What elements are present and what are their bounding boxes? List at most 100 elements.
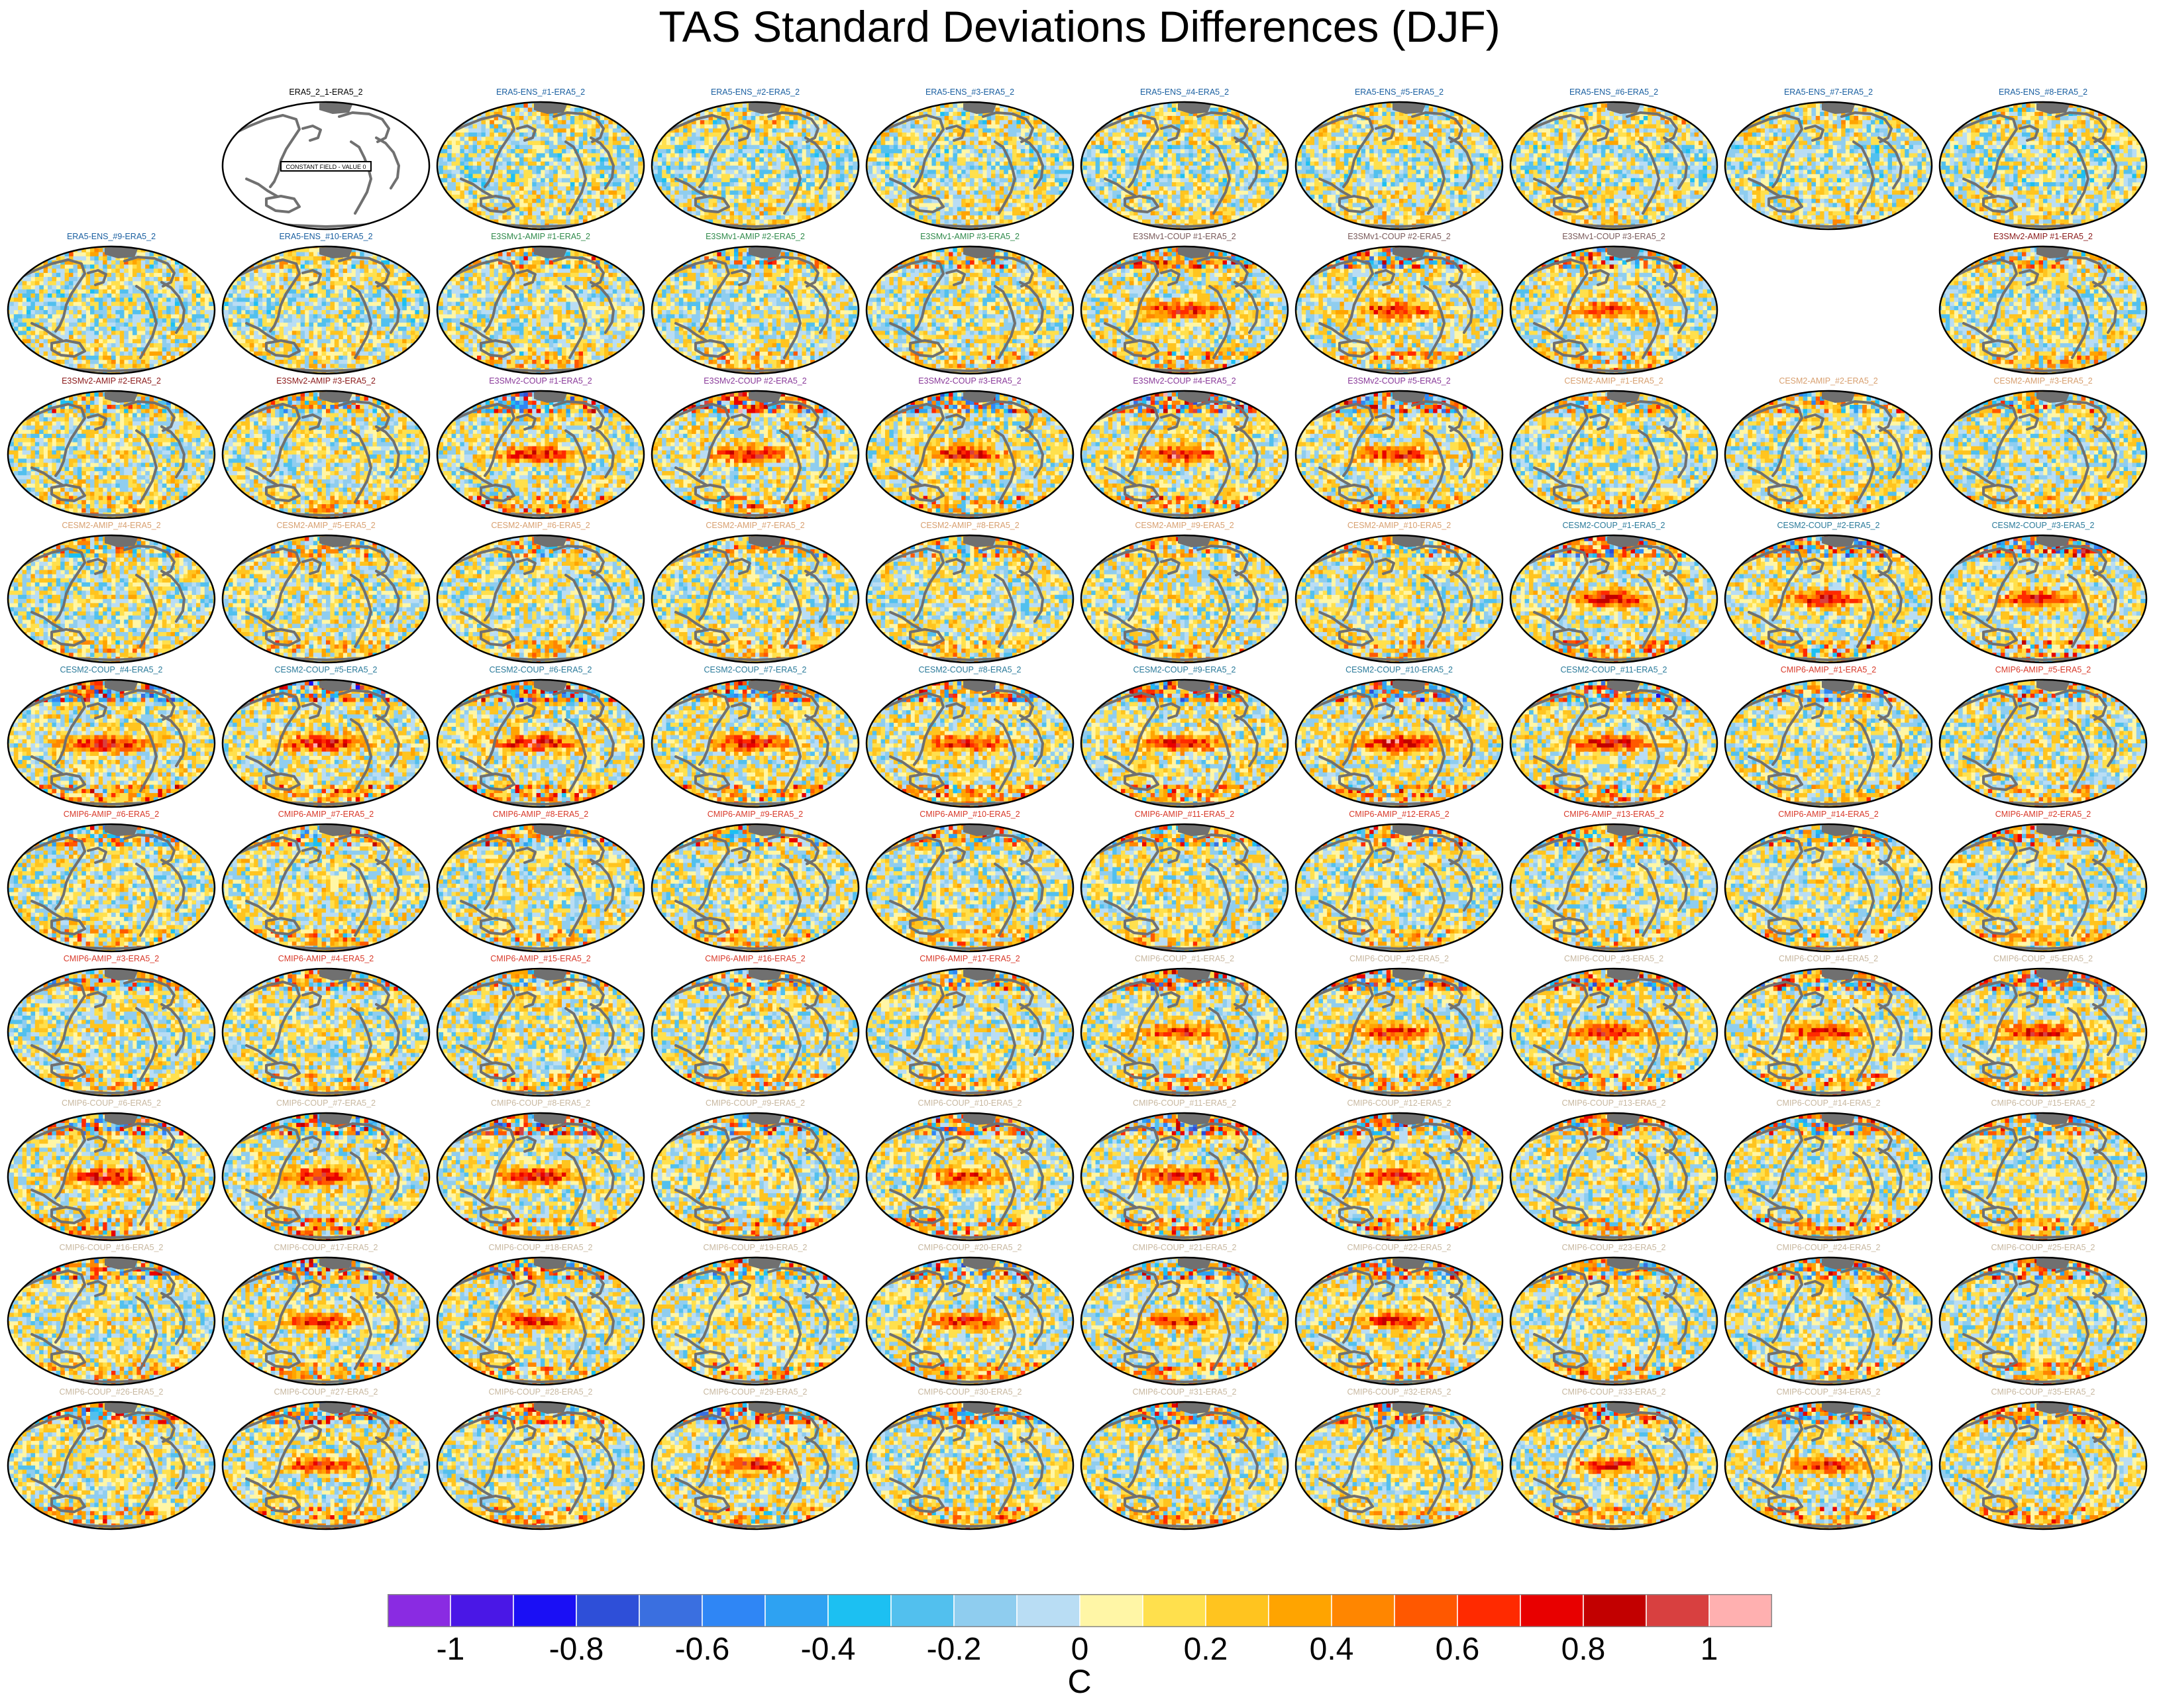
panel-label: CMIP6-COUP_#1-ERA5_2 [1079,953,1290,965]
map-field [1293,822,1505,954]
map-field [5,388,217,521]
map-plot [5,677,217,810]
map-field [435,1255,647,1387]
map-field [435,244,647,376]
map-plot [1508,1255,1720,1387]
panel-label: CESM2-COUP_#10-ERA5_2 [1293,664,1505,676]
map-field [220,388,432,521]
panel-label: CMIP6-COUP_#23-ERA5_2 [1508,1242,1720,1254]
panel-label: CMIP6-AMIP_#11-ERA5_2 [1079,808,1290,820]
map-panel: CMIP6-COUP_#25-ERA5_2 [1937,1242,2149,1387]
map-field [1293,244,1505,376]
panel-label: CMIP6-AMIP_#16-ERA5_2 [649,953,861,965]
map-plot [649,99,861,232]
map-panel: CMIP6-AMIP_#2-ERA5_2 [1937,808,2149,954]
panel-label: CMIP6-COUP_#17-ERA5_2 [220,1242,432,1254]
map-plot [1937,822,2149,954]
map-field [1293,533,1505,665]
map-field [864,966,1076,1098]
map-plot [649,388,861,521]
map-panel: CESM2-COUP_#1-ERA5_2 [1508,519,1720,665]
map-field [1722,533,1934,665]
map-field [1079,1110,1290,1243]
map-plot [649,244,861,376]
panel-label: E3SMv1-AMIP #3-ERA5_2 [864,231,1076,242]
map-plot [435,388,647,521]
panel-label: CMIP6-COUP_#31-ERA5_2 [1079,1386,1290,1398]
map-plot [1079,822,1290,954]
map-panel: CMIP6-COUP_#35-ERA5_2 [1937,1386,2149,1532]
panel-label: ERA5-ENS_#10-ERA5_2 [220,231,432,242]
map-panel: CMIP6-COUP_#10-ERA5_2 [864,1097,1076,1243]
map-plot [864,677,1076,810]
map-field [1937,966,2149,1098]
panel-label: CMIP6-COUP_#12-ERA5_2 [1293,1097,1505,1109]
map-field [1937,533,2149,665]
map-panel: CMIP6-AMIP_#11-ERA5_2 [1079,808,1290,954]
panel-label: CMIP6-AMIP_#7-ERA5_2 [220,808,432,820]
panel-label: CMIP6-AMIP_#12-ERA5_2 [1293,808,1505,820]
map-panel: CMIP6-AMIP_#6-ERA5_2 [5,808,217,954]
map-field [1508,99,1720,232]
colorbar-swatch [639,1594,702,1627]
colorbar-swatch [576,1594,639,1627]
colorbar-swatch [1395,1594,1457,1627]
map-field [1508,677,1720,810]
map-plot [1293,966,1505,1098]
map-field [1722,677,1934,810]
map-panel: CMIP6-COUP_#27-ERA5_2 [220,1386,432,1532]
panel-label: E3SMv2-AMIP #2-ERA5_2 [5,375,217,387]
map-plot [220,1255,432,1387]
map-plot [1937,388,2149,521]
map-panel: CMIP6-COUP_#20-ERA5_2 [864,1242,1076,1387]
panel-label: ERA5-ENS_#2-ERA5_2 [649,86,861,98]
panel-label: ERA5-ENS_#8-ERA5_2 [1937,86,2149,98]
colorbar-swatch [1520,1594,1583,1627]
map-panel: CMIP6-COUP_#31-ERA5_2 [1079,1386,1290,1532]
map-panel: ERA5-ENS_#9-ERA5_2 [5,231,217,376]
panel-label: ERA5_2_1-ERA5_2 [220,86,432,98]
panel-label: CMIP6-COUP_#27-ERA5_2 [220,1386,432,1398]
map-panel: CMIP6-COUP_#13-ERA5_2 [1508,1097,1720,1243]
map-field [1079,822,1290,954]
map-field [1079,966,1290,1098]
map-panel: CESM2-AMIP_#9-ERA5_2 [1079,519,1290,665]
map-panel: E3SMv1-COUP #3-ERA5_2 [1508,231,1720,376]
map-plot [220,244,432,376]
panel-label: E3SMv2-AMIP #1-ERA5_2 [1937,231,2149,242]
map-panel: CMIP6-AMIP_#5-ERA5_2 [1937,664,2149,810]
map-field [649,1110,861,1243]
map-panel: CMIP6-COUP_#28-ERA5_2 [435,1386,647,1532]
panel-label: CMIP6-COUP_#9-ERA5_2 [649,1097,861,1109]
map-panel: CESM2-AMIP_#1-ERA5_2 [1508,375,1720,521]
map-plot [1293,99,1505,232]
panel-label: CESM2-AMIP_#8-ERA5_2 [864,519,1076,531]
map-plot [1508,244,1720,376]
map-plot [1937,1110,2149,1243]
map-panel: CMIP6-COUP_#14-ERA5_2 [1722,1097,1934,1243]
map-panel: E3SMv2-COUP #4-ERA5_2 [1079,375,1290,521]
map-plot [649,677,861,810]
map-field [5,244,217,376]
map-field [864,533,1076,665]
panel-label: CESM2-COUP_#1-ERA5_2 [1508,519,1720,531]
panel-label: CMIP6-COUP_#15-ERA5_2 [1937,1097,2149,1109]
map-field [1508,1399,1720,1532]
panel-label: CMIP6-COUP_#10-ERA5_2 [864,1097,1076,1109]
map-plot [1293,244,1505,376]
panel-label: CESM2-AMIP_#4-ERA5_2 [5,519,217,531]
map-field [220,1255,432,1387]
constant-field-note: CONSTANT FIELD - VALUE 0 [286,164,366,170]
map-panel: CESM2-COUP_#5-ERA5_2 [220,664,432,810]
map-panel: CMIP6-AMIP_#4-ERA5_2 [220,953,432,1098]
map-panel: CESM2-AMIP_#5-ERA5_2 [220,519,432,665]
map-field [1937,99,2149,232]
map-panel: CESM2-AMIP_#6-ERA5_2 [435,519,647,665]
map-plot [1293,1255,1505,1387]
map-panel: CESM2-COUP_#6-ERA5_2 [435,664,647,810]
panel-label: ERA5-ENS_#4-ERA5_2 [1079,86,1290,98]
panel-label: CMIP6-COUP_#6-ERA5_2 [5,1097,217,1109]
map-plot [1937,99,2149,232]
map-plot [435,1255,647,1387]
map-field [1293,99,1505,232]
